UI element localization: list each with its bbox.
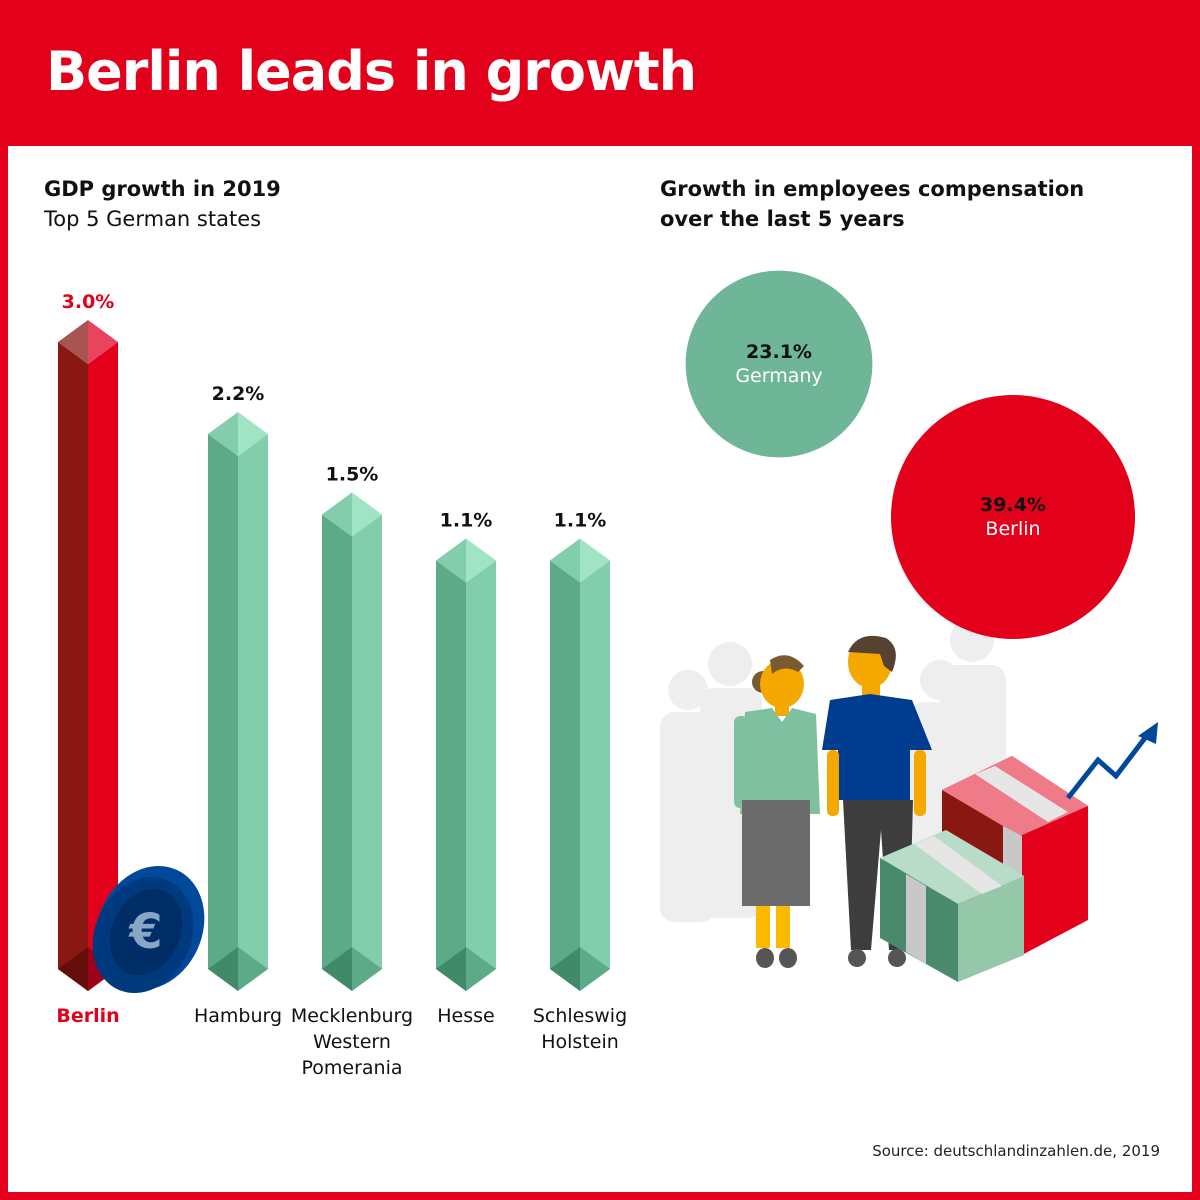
bar-bottom-left — [322, 947, 352, 991]
page-title: Berlin leads in growth — [46, 40, 697, 103]
bar-value-label: 1.5% — [326, 464, 379, 486]
bubble-chart-title: Growth in employees compensation over th… — [660, 177, 1085, 231]
green-money-stack — [880, 830, 1024, 982]
bar-top-left — [550, 538, 580, 583]
bar-bottom-right — [466, 947, 496, 991]
bar-right-face — [238, 434, 268, 991]
category-label: Schleswig Holstein — [533, 1005, 627, 1053]
bubble-circle — [685, 270, 873, 458]
bubble-circle — [891, 395, 1135, 639]
bar-top-right — [238, 412, 268, 456]
bar-right-face — [352, 514, 382, 991]
bar-value-label: 2.2% — [212, 383, 265, 405]
bar-chart-title: GDP growth in 2019 — [44, 177, 281, 201]
trend-arrow-icon — [1066, 722, 1158, 800]
bar-top-left — [322, 492, 352, 537]
bar-top-left — [436, 538, 466, 583]
bar-top-right — [580, 538, 610, 583]
bar-top-right — [88, 320, 118, 364]
category-label: Berlin — [56, 1005, 119, 1027]
bar-berlin: 3.0% Berlin — [56, 291, 119, 1027]
bar-value-label: 3.0% — [62, 291, 115, 313]
euro-coin-icon: € — [92, 865, 205, 994]
bar-mecklenburg: 1.5% Mecklenburg Western Pomerania — [291, 464, 413, 1080]
people-and-money-illustration — [660, 618, 1158, 982]
bar-bottom-right — [580, 947, 610, 991]
bar-bottom-left — [208, 947, 238, 991]
bar-top-left — [58, 320, 88, 364]
bar-hesse: 1.1% Hesse — [436, 510, 496, 1027]
svg-text:€: € — [128, 904, 162, 960]
bar-bottom-left — [58, 947, 88, 991]
bar-left-face — [322, 514, 352, 991]
bar-top-left — [208, 412, 238, 456]
category-label: Hesse — [437, 1005, 494, 1027]
bubble-category-label: Berlin — [985, 518, 1040, 540]
bar-right-face — [88, 342, 118, 991]
bar-left-face — [550, 560, 580, 991]
bar-right-face — [466, 560, 496, 991]
source-note: Source: deutschlandinzahlen.de, 2019 — [872, 1142, 1160, 1160]
bar-right-face — [580, 560, 610, 991]
bubble-germany: 23.1%Germany — [685, 270, 873, 458]
bar-left-face — [58, 342, 88, 991]
bar-hamburg: 2.2% Hamburg — [194, 383, 282, 1027]
bar-top-right — [352, 492, 382, 537]
bar-value-label: 1.1% — [554, 510, 607, 532]
bar-chart-subtitle: Top 5 German states — [44, 207, 262, 231]
bar-bottom-left — [436, 947, 466, 991]
bar-chart-heading: GDP growth in 2019 Top 5 German states — [44, 174, 281, 234]
bar-top-right — [466, 538, 496, 583]
bubble-value-label: 23.1% — [746, 341, 812, 363]
bar-bottom-right — [352, 947, 382, 991]
bubble-category-label: Germany — [735, 365, 822, 387]
bubble-value-label: 39.4% — [980, 494, 1046, 516]
bar-left-face — [208, 434, 238, 991]
bar-bottom-right — [238, 947, 268, 991]
category-label: Mecklenburg Western Pomerania — [291, 1005, 413, 1079]
bar-schleswig: 1.1% Schleswig Holstein — [533, 510, 627, 1054]
bubble-berlin: 39.4%Berlin — [891, 395, 1135, 639]
bar-bottom-left — [550, 947, 580, 991]
bar-value-label: 1.1% — [440, 510, 493, 532]
woman-figure — [734, 655, 820, 968]
category-label: Hamburg — [194, 1005, 282, 1027]
bar-left-face — [436, 560, 466, 991]
